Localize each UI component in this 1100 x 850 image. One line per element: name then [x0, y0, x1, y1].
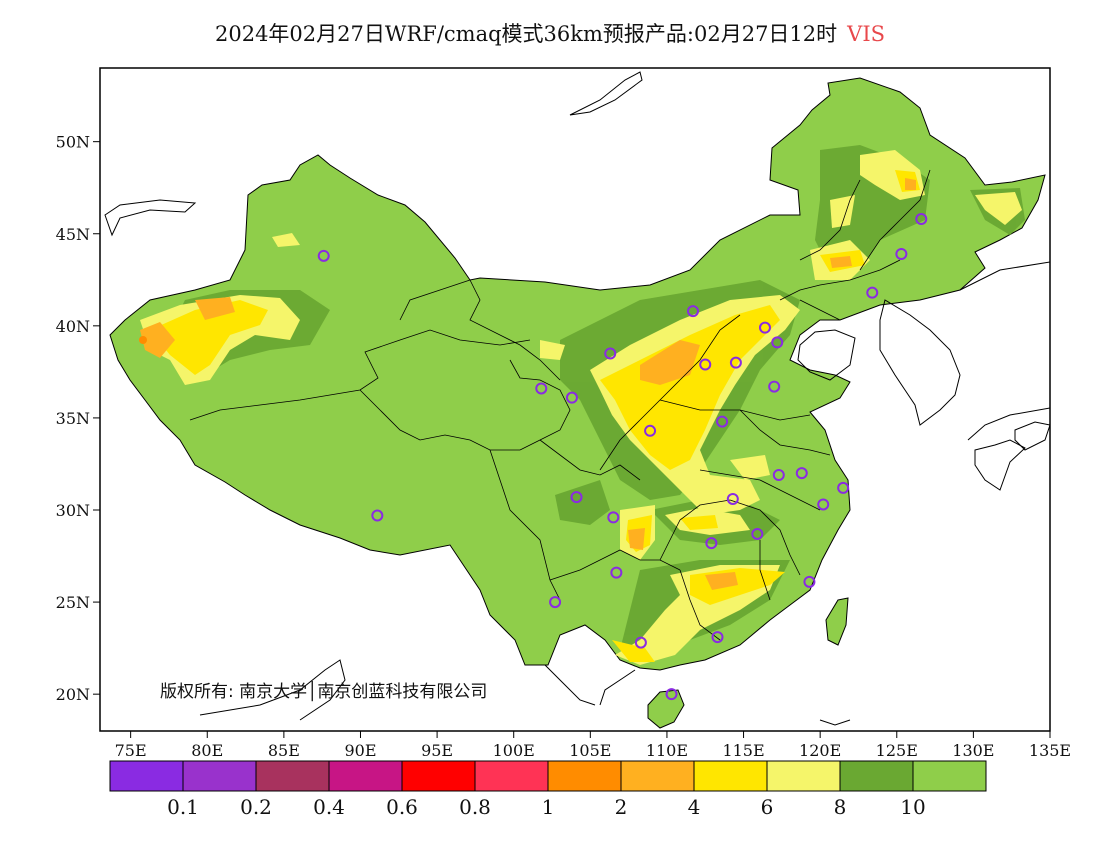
- y-tick-label: 20N: [56, 685, 90, 704]
- y-tick-label: 40N: [56, 317, 90, 336]
- x-tick-label: 120E: [799, 741, 841, 760]
- legend-label: 8: [834, 795, 847, 819]
- x-tick-label: 90E: [344, 741, 376, 760]
- x-tick-label: 135E: [1029, 741, 1071, 760]
- station-marker: [795, 467, 808, 480]
- y-tick-label: 50N: [56, 133, 90, 152]
- station-marker: [768, 380, 781, 393]
- station-marker: [803, 575, 816, 588]
- neighbor-coastlines: [104, 71, 1050, 726]
- copyright-notice: 版权所有: 南京大学│南京创蓝科技有限公司: [160, 681, 487, 702]
- title-main: 2024年02月27日WRF/cmaq模式36km预报产品:02月27日12时: [214, 22, 838, 46]
- taiwan-island: [825, 597, 849, 646]
- x-tick-label: 100E: [493, 741, 535, 760]
- station-marker: [371, 509, 384, 522]
- color-legend: 0.1 0.2 0.4 0.6 0.8 1 2 4 6 8 10: [109, 760, 987, 819]
- legend-label: 10: [900, 795, 925, 819]
- y-tick-label: 30N: [56, 501, 90, 520]
- legend-swatch: [401, 760, 476, 792]
- x-tick-label: 85E: [268, 741, 300, 760]
- y-axis-ticks: 20N 25N 30N 35N 40N 45N 50N: [56, 133, 100, 704]
- station-marker: [817, 498, 830, 511]
- station-marker: [726, 492, 739, 505]
- station-marker: [771, 336, 784, 349]
- station-marker: [772, 469, 785, 482]
- legend-swatch: [693, 760, 768, 792]
- legend-label: 0.8: [459, 795, 491, 819]
- station-marker: [716, 415, 729, 428]
- station-marker: [759, 321, 771, 334]
- x-tick-label: 95E: [421, 741, 453, 760]
- station-marker: [915, 213, 928, 226]
- legend-swatch: [474, 760, 549, 792]
- station-marker: [705, 537, 718, 550]
- legend-swatch: [912, 760, 987, 792]
- station-marker: [665, 688, 678, 701]
- legend-swatch: [620, 760, 695, 792]
- legend-swatch: [766, 760, 841, 792]
- y-tick-label: 35N: [56, 409, 90, 428]
- x-tick-label: 115E: [722, 741, 764, 760]
- legend-label: 6: [761, 795, 774, 819]
- vis-hotspot: [139, 336, 147, 344]
- legend-label: 0.1: [167, 795, 199, 819]
- legend-swatch: [255, 760, 330, 792]
- station-marker: [699, 358, 712, 371]
- x-tick-label: 75E: [115, 741, 147, 760]
- x-tick-label: 110E: [646, 741, 688, 760]
- legend-label: 2: [615, 795, 628, 819]
- station-marker: [604, 347, 617, 360]
- station-marker: [565, 391, 578, 404]
- station-marker: [837, 481, 850, 494]
- hainan-island: [647, 689, 685, 729]
- x-tick-label: 130E: [952, 741, 994, 760]
- vis-band-2-4: [140, 178, 916, 590]
- x-axis-ticks: 75E 80E 85E 90E 95E 100E 105E 110E 115E 120E 125E 1…: [115, 731, 1071, 760]
- station-marker: [644, 424, 657, 437]
- station-marker: [607, 511, 620, 524]
- legend-label: 0.4: [313, 795, 345, 819]
- x-tick-label: 80E: [191, 741, 223, 760]
- station-marker: [549, 596, 562, 609]
- station-marker: [729, 356, 742, 369]
- legend-swatch: [182, 760, 257, 792]
- legend-swatch: [547, 760, 622, 792]
- legend-swatch: [109, 760, 184, 792]
- station-marker: [634, 636, 647, 649]
- map-title: 2024年02月27日WRF/cmaq模式36km预报产品:02月27日12时 V…: [0, 18, 1100, 48]
- legend-swatch: [839, 760, 914, 792]
- y-tick-label: 45N: [56, 225, 90, 244]
- y-tick-label: 25N: [56, 593, 90, 612]
- legend-swatch: [328, 760, 403, 792]
- x-tick-label: 125E: [876, 741, 918, 760]
- station-marker: [570, 491, 583, 504]
- station-marker: [535, 382, 548, 395]
- station-marker: [751, 527, 764, 540]
- station-marker: [610, 566, 623, 579]
- legend-label: 0.6: [386, 795, 418, 819]
- station-marker: [686, 305, 699, 318]
- station-marker: [317, 249, 330, 262]
- province-boundaries: [189, 169, 931, 641]
- legend-label: 0.2: [240, 795, 272, 819]
- map-frame: [99, 67, 1051, 732]
- legend-label: 4: [688, 795, 701, 819]
- station-markers: [317, 213, 928, 701]
- title-variable: VIS: [847, 22, 886, 46]
- station-marker: [711, 631, 724, 644]
- map-area: 版权所有: 南京大学│南京创蓝科技有限公司: [104, 71, 1050, 729]
- station-marker: [895, 248, 908, 261]
- legend-label: 1: [542, 795, 555, 819]
- x-tick-label: 105E: [569, 741, 611, 760]
- station-marker: [866, 286, 879, 299]
